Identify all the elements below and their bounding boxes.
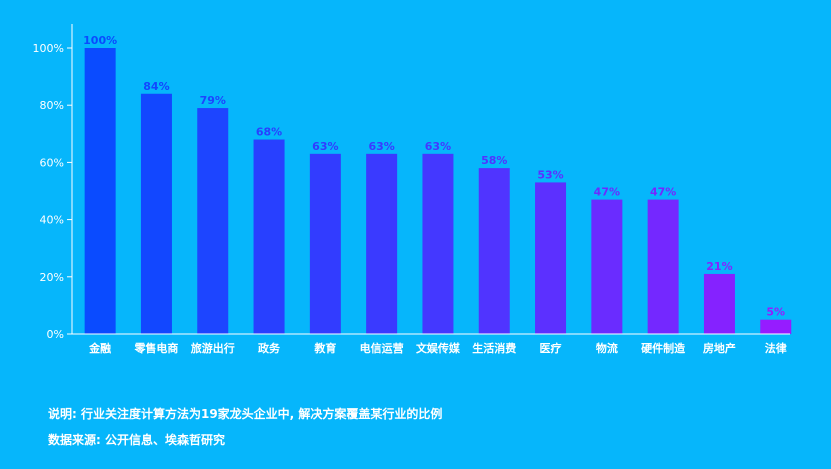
bar-chart: 0% 20% 40% 60% 80% 100% 100% 84% 79% 68% 63% 63% 63… <box>33 24 792 355</box>
bar <box>760 319 792 334</box>
x-category-label: 文娱传媒 <box>416 341 461 355</box>
footer-notes: 说明: 行业关注度计算方法为19家龙头企业中, 解决方案覆盖某行业的比例 数据来… <box>48 401 442 453</box>
bar-value-label: 68% <box>256 126 282 139</box>
bar-value-label: 47% <box>594 186 620 199</box>
x-category-label: 法律 <box>765 341 787 355</box>
bar-value-label: 58% <box>481 154 507 167</box>
bar <box>309 153 341 334</box>
y-axis: 0% 20% 40% 60% 80% 100% <box>33 24 73 341</box>
bar <box>366 153 398 334</box>
x-category-label: 硬件制造 <box>641 341 686 355</box>
bar-value-label: 63% <box>312 140 338 153</box>
y-tick-label: 0% <box>47 328 64 341</box>
x-category-label: 旅游出行 <box>191 341 235 355</box>
bar <box>140 93 172 334</box>
bar-value-label: 21% <box>706 260 732 273</box>
bars: 100% 84% 79% 68% 63% 63% 63% 58% 53% 47% 47% 21% 5% <box>83 34 792 334</box>
x-category-label: 教育 <box>313 341 336 355</box>
bar <box>647 199 679 334</box>
bar-value-label: 53% <box>537 168 563 181</box>
y-tick-label: 60% <box>40 156 64 169</box>
bar-value-label: 5% <box>766 306 785 319</box>
x-category-label: 物流 <box>596 341 618 355</box>
bar-value-label: 79% <box>200 94 226 107</box>
x-category-label: 医疗 <box>540 341 562 355</box>
x-category-label: 房地产 <box>703 341 736 355</box>
bar <box>84 48 116 334</box>
bar <box>703 273 735 334</box>
y-tick-label: 100% <box>33 42 64 55</box>
bar <box>535 182 567 334</box>
y-tick-label: 40% <box>40 214 64 227</box>
x-category-label: 金融 <box>88 341 111 355</box>
source-note: 数据来源: 公开信息、埃森哲研究 <box>48 433 225 447</box>
y-tick-label: 20% <box>40 271 64 284</box>
y-tick-label: 80% <box>40 99 64 112</box>
bar-value-label: 63% <box>368 140 394 153</box>
x-category-label: 生活消费 <box>472 341 516 355</box>
method-note: 说明: 行业关注度计算方法为19家龙头企业中, 解决方案覆盖某行业的比例 <box>48 407 443 421</box>
x-axis: 金融 零售电商 旅游出行 政务 教育 电信运营 文娱传媒 生活消费 医疗 物流 硬件制造 房地产 法律 <box>72 333 790 355</box>
bar-value-label: 100% <box>83 34 117 47</box>
x-category-label: 零售电商 <box>133 341 178 355</box>
bar <box>591 199 623 334</box>
bar <box>197 108 229 334</box>
bar <box>253 139 285 334</box>
bar <box>478 168 510 334</box>
bar-value-label: 84% <box>143 80 169 93</box>
bar <box>422 153 454 334</box>
x-category-label: 政务 <box>258 341 281 355</box>
bar-value-label: 63% <box>425 140 451 153</box>
bar-value-label: 47% <box>650 186 676 199</box>
x-category-label: 电信运营 <box>360 341 404 355</box>
